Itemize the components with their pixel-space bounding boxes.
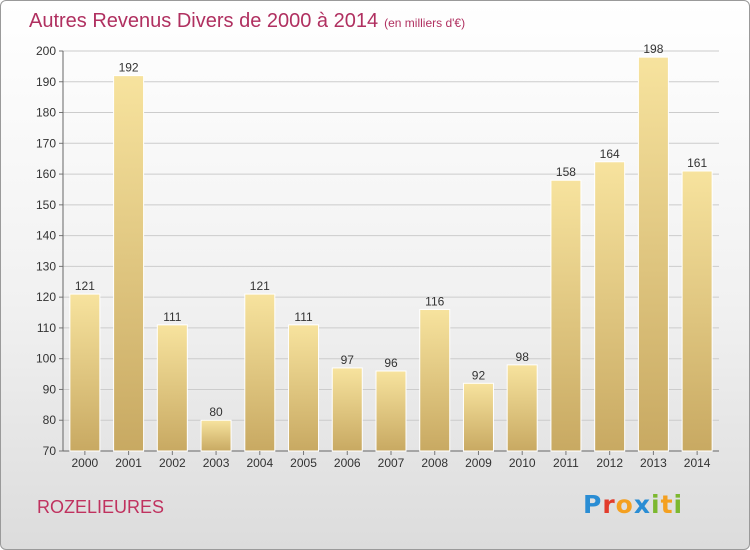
logo-letter: i [651, 490, 661, 519]
bar-value-label: 164 [600, 147, 620, 161]
bar-value-label: 198 [643, 42, 663, 56]
logo-letter: x [633, 490, 651, 519]
x-tick-label: 2001 [115, 456, 142, 470]
logo-letter: t [660, 490, 674, 519]
y-tick-label: 200 [36, 44, 56, 58]
chart-title: Autres Revenus Divers de 2000 à 2014 (en … [29, 10, 465, 33]
bar [506, 364, 538, 452]
bar [550, 179, 582, 452]
x-tick-label: 2014 [684, 456, 711, 470]
y-tick-label: 70 [43, 444, 57, 458]
chart-title-main: Autres Revenus Divers de 2000 à 2014 [29, 10, 379, 32]
bar-value-label: 161 [687, 156, 707, 170]
bar-value-label: 158 [556, 165, 576, 179]
y-tick-label: 90 [43, 382, 57, 396]
bar-value-label: 111 [163, 310, 182, 324]
bar-value-label: 121 [250, 279, 270, 293]
x-tick-label: 2012 [596, 456, 623, 470]
x-tick-label: 2007 [378, 456, 405, 470]
x-tick-label: 2009 [465, 456, 492, 470]
bar [200, 419, 232, 452]
bar [113, 75, 145, 452]
y-tick-label: 170 [36, 136, 56, 150]
x-tick-label: 2002 [159, 456, 186, 470]
y-tick-label: 110 [37, 321, 56, 335]
bar-value-label: 98 [516, 350, 530, 364]
y-tick-label: 120 [36, 290, 56, 304]
y-tick-label: 140 [36, 229, 56, 243]
bar-value-label: 116 [425, 294, 444, 308]
proxiti-logo: Proxiti [583, 490, 683, 519]
logo-letter: i [673, 490, 684, 519]
commune-name: ROZELIEURES [37, 497, 165, 517]
x-tick-label: 2004 [246, 456, 273, 470]
chart-subtitle: (en milliers d'€) [384, 16, 466, 30]
bar [244, 293, 276, 452]
bar [462, 382, 494, 452]
bar [331, 367, 363, 452]
y-tick-label: 80 [43, 413, 57, 427]
x-tick-label: 2003 [203, 456, 230, 470]
bar-value-label: 192 [119, 61, 139, 75]
bar [375, 370, 407, 452]
y-tick-label: 160 [36, 167, 56, 181]
bar-value-label: 96 [384, 356, 398, 370]
bar [156, 324, 188, 452]
x-tick-label: 2008 [421, 456, 448, 470]
bar-value-label: 111 [294, 310, 313, 324]
logo-letter: o [615, 490, 634, 519]
y-tick-label: 130 [36, 259, 56, 273]
bar-value-label: 121 [75, 279, 95, 293]
x-tick-label: 2000 [72, 456, 99, 470]
y-tick-label: 150 [36, 198, 56, 212]
y-tick-label: 190 [36, 75, 56, 89]
bar [69, 293, 101, 452]
bar-value-label: 92 [472, 368, 486, 382]
x-tick-label: 2010 [509, 456, 536, 470]
y-tick-label: 180 [36, 106, 56, 120]
bar [419, 308, 451, 452]
bar-value-label: 97 [341, 353, 355, 367]
bar-value-label: 80 [209, 405, 223, 419]
x-tick-label: 2005 [290, 456, 317, 470]
bar [288, 324, 320, 452]
bar [594, 161, 626, 452]
bar [681, 170, 713, 452]
x-tick-label: 2006 [334, 456, 361, 470]
bar [637, 56, 669, 452]
x-tick-label: 2013 [640, 456, 667, 470]
logo-letter: P [583, 490, 603, 519]
x-tick-label: 2011 [553, 456, 579, 470]
logo-letter: r [602, 490, 616, 519]
y-tick-label: 100 [36, 352, 56, 366]
